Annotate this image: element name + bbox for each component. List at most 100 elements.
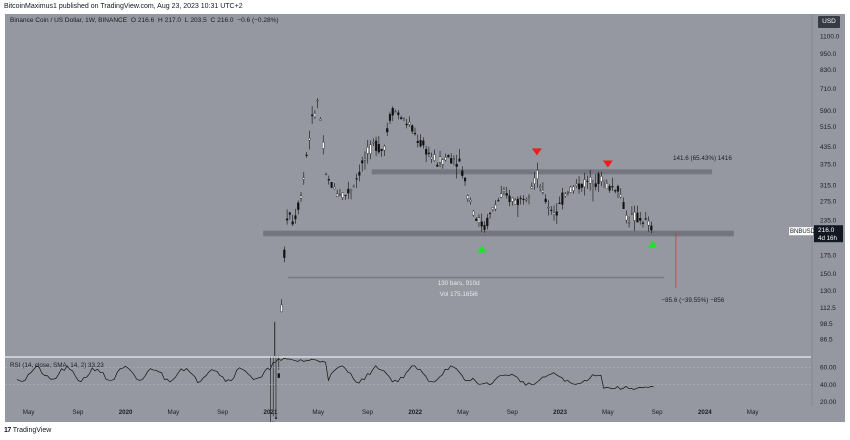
close-value: 216.0 (217, 17, 234, 24)
candle-body (294, 215, 297, 220)
candle-body (647, 220, 650, 226)
candle-body (616, 186, 620, 192)
candle-body (566, 192, 570, 194)
x-tick-label: 2020 (119, 409, 133, 416)
candle (575, 179, 578, 188)
candle (344, 194, 347, 200)
x-axis[interactable]: May Sep 2020 May Sep 2021 May Sep 2022 May Sep 2023… (23, 409, 760, 416)
candle (477, 214, 481, 227)
candle-body (461, 170, 464, 176)
candle-body (369, 144, 372, 155)
candle-body (458, 158, 461, 162)
candle (441, 158, 444, 169)
candle-body (288, 212, 291, 215)
candle (639, 212, 642, 225)
candle-body (544, 198, 547, 203)
candle-body (366, 147, 369, 154)
candle-body (327, 179, 330, 181)
candle (405, 119, 408, 129)
candle (452, 155, 456, 166)
y-tick-label: 950.0 (820, 51, 837, 58)
candle (539, 184, 542, 192)
candle (541, 182, 544, 195)
currency-button[interactable]: USD (818, 16, 840, 28)
marker-layer (476, 148, 658, 253)
tradingview-logo-icon: 17 (4, 427, 11, 434)
candle-body (463, 177, 467, 182)
candle-body (558, 202, 561, 204)
candle (569, 185, 572, 194)
candle (494, 200, 497, 212)
candle-body (525, 199, 528, 201)
candle-body (316, 99, 319, 102)
x-tick-label: Sep (362, 409, 374, 416)
candle (605, 179, 608, 189)
y-tick-label: 175.0 (820, 252, 837, 259)
candle-body (455, 163, 458, 167)
candle-body (330, 182, 333, 188)
candle-body (550, 209, 553, 211)
candle-body (466, 195, 469, 199)
candle (294, 208, 297, 224)
candle (533, 172, 536, 190)
candle-body (377, 144, 380, 153)
y-tick-label: 130.0 (820, 288, 837, 295)
candle-body (497, 200, 500, 202)
candle (324, 172, 328, 176)
candle-body (547, 206, 550, 209)
candle (628, 216, 631, 228)
candle-body (405, 123, 408, 126)
candle (530, 182, 533, 190)
candle-body (286, 218, 289, 221)
chart-frame[interactable] (5, 14, 845, 422)
x-tick-label: 2021 (264, 409, 278, 416)
candle-body (302, 177, 305, 180)
annotation-layer: 141.6 (65.43%) 1416 130 bars, 910d Vol 175… (438, 155, 733, 304)
candle-body (336, 193, 339, 197)
y-axis[interactable]: 1100.0 950.0 830.0 710.0 590.0 515.0 435.0 375.… (811, 14, 840, 406)
candle (413, 127, 417, 136)
candle-body (594, 183, 597, 188)
candle-body (427, 152, 430, 154)
candle (466, 194, 469, 202)
candle-body (274, 417, 278, 419)
candle (561, 187, 564, 210)
candle (444, 153, 447, 162)
candle-body (519, 197, 522, 200)
candle-body (355, 178, 358, 180)
high-value: 217.0 (164, 17, 181, 24)
candle-body (391, 107, 394, 116)
candle (625, 210, 628, 224)
candle-body (411, 125, 414, 132)
candle-body (564, 193, 567, 197)
x-tick-label: Sep (652, 409, 664, 416)
candle (564, 192, 567, 198)
rsi-pane[interactable]: 60.00 40.00 20.00 RSI (14, close, SMA, 14, … (5, 356, 837, 406)
price-badge-ticker: BNBUSD (790, 229, 816, 235)
candle-body (400, 117, 403, 120)
x-tick-label: May (602, 409, 615, 416)
candle (283, 246, 286, 263)
candle-body (358, 171, 361, 176)
tradingview-logo[interactable]: 17 TradingView (4, 427, 51, 434)
candle-body (530, 186, 533, 189)
footer (0, 422, 850, 440)
support-zone (263, 230, 734, 237)
candle (380, 148, 383, 157)
candle (566, 190, 570, 196)
candle (402, 117, 405, 122)
candle (383, 144, 386, 156)
candle-body (650, 225, 653, 231)
candle-body (430, 157, 433, 160)
candle (555, 203, 558, 224)
tradingview-label: TradingView (12, 427, 52, 434)
candle (302, 171, 305, 185)
down-arrow-icon (602, 160, 613, 168)
publish-header: BitcoinMaximus1 published on TradingView… (0, 0, 850, 14)
candle (619, 188, 622, 199)
y-tick-label: 275.0 (820, 199, 837, 206)
candle (372, 138, 375, 147)
candle (611, 177, 614, 192)
